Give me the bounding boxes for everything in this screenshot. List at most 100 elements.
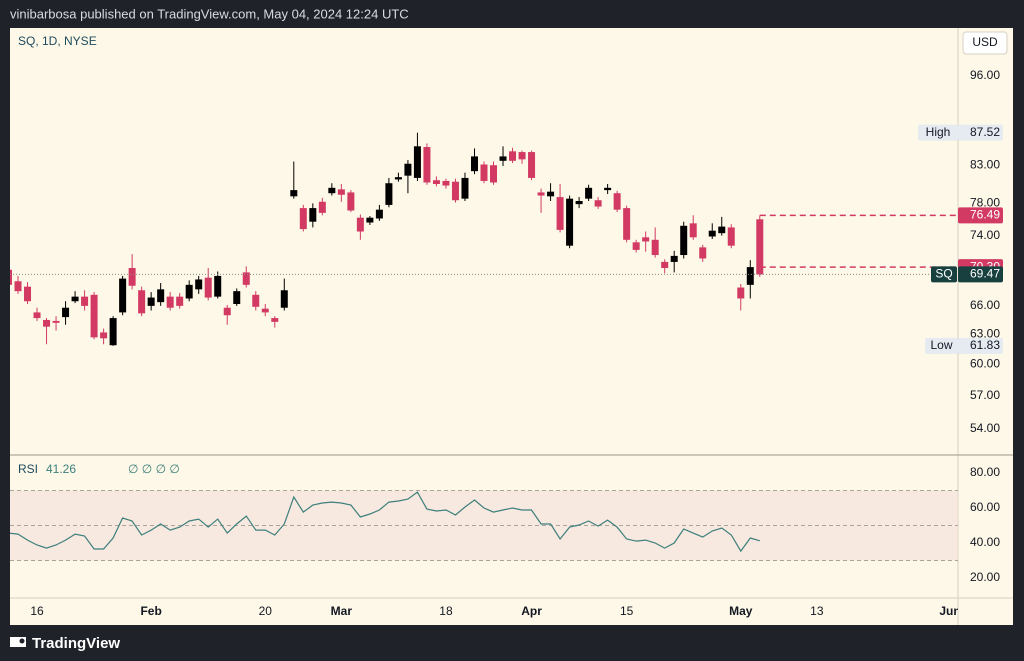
candle-body xyxy=(651,239,659,256)
candle-body xyxy=(43,319,51,327)
price-label: 87.52 xyxy=(970,125,1000,139)
candle-body xyxy=(62,307,70,318)
candle-body xyxy=(585,187,593,199)
candle-body xyxy=(480,164,488,181)
candle-body xyxy=(737,287,745,299)
candle-body xyxy=(14,281,22,292)
candle-body xyxy=(670,255,678,262)
x-tick-label: May xyxy=(729,604,753,618)
candle-body xyxy=(90,294,98,338)
price-label-box xyxy=(958,266,1003,283)
candle-body xyxy=(157,289,165,303)
y-tick-label: 20.00 xyxy=(970,570,1000,584)
price-label: 76.49 xyxy=(970,208,1000,222)
rsi-value: 41.26 xyxy=(46,462,76,476)
price-label-box xyxy=(958,337,1003,354)
candle-body xyxy=(290,190,298,197)
rsi-title: RSI xyxy=(18,462,38,476)
candle-body xyxy=(680,225,688,256)
y-tick-label: 57.00 xyxy=(970,388,1000,402)
candle-body xyxy=(528,152,536,178)
x-tick-label: 13 xyxy=(810,604,824,618)
candle-body xyxy=(366,217,374,223)
candle-body xyxy=(442,180,450,186)
candle-body xyxy=(632,242,640,250)
candle-body xyxy=(404,163,412,176)
candle-body xyxy=(147,297,155,306)
y-tick-label: 60.00 xyxy=(970,357,1000,371)
x-tick-label: Jun xyxy=(939,604,960,618)
candle-body xyxy=(100,332,108,339)
candle-body xyxy=(556,197,564,230)
price-label-name: High xyxy=(926,125,951,139)
price-label-name-box xyxy=(918,124,958,141)
candle-body xyxy=(10,269,12,285)
price-label-name: SQ xyxy=(935,267,952,281)
candle-body xyxy=(138,290,146,314)
price-label: 69.47 xyxy=(970,267,1000,281)
x-tick-label: Apr xyxy=(521,604,542,618)
currency-box[interactable] xyxy=(962,31,1008,55)
candle-body xyxy=(423,147,431,183)
candle-body xyxy=(318,201,326,213)
candle-body xyxy=(109,318,117,346)
candle-body xyxy=(756,219,764,275)
candle-body xyxy=(394,177,402,180)
candle-body xyxy=(746,267,754,285)
price-label-name-box xyxy=(925,337,958,354)
y-tick-label: 96.00 xyxy=(970,68,1000,82)
candle-body xyxy=(689,223,697,238)
candle-body xyxy=(347,192,355,211)
candle-body xyxy=(490,165,498,183)
x-tick-label: 20 xyxy=(259,604,273,618)
candle-body xyxy=(214,275,222,297)
currency[interactable]: USD xyxy=(972,35,998,49)
y-tick-label: 63.00 xyxy=(970,327,1000,341)
x-tick-label: 15 xyxy=(620,604,634,618)
candle-body xyxy=(499,156,507,161)
candle-body xyxy=(52,320,60,323)
y-tick-label: 74.00 xyxy=(970,228,1000,242)
candle-body xyxy=(280,290,288,308)
candle-body xyxy=(242,272,250,285)
rsi-indicators[interactable]: ∅ ∅ ∅ ∅ xyxy=(128,462,180,476)
candle-body xyxy=(661,261,669,269)
price-label: 61.83 xyxy=(970,338,1000,352)
candle-body xyxy=(509,151,517,161)
candle-body xyxy=(204,277,212,298)
candle-body xyxy=(642,237,650,242)
candle-body xyxy=(537,192,545,196)
y-tick-label: 80.00 xyxy=(970,465,1000,479)
candle-body xyxy=(71,296,79,302)
price-label-name: Low xyxy=(930,338,952,352)
candle-body xyxy=(461,177,469,199)
candle-body xyxy=(33,312,41,319)
price-label-name-box xyxy=(931,266,957,283)
candle-body xyxy=(623,208,631,240)
candle-body xyxy=(547,191,555,197)
candle-body xyxy=(233,291,241,305)
candle-body xyxy=(375,209,383,219)
candle-body xyxy=(166,296,174,308)
x-tick-label: Feb xyxy=(140,604,161,618)
candle-body xyxy=(299,208,307,230)
candle-body xyxy=(119,278,127,313)
candle-body xyxy=(309,208,317,222)
candle-body xyxy=(185,284,193,299)
rsi-band xyxy=(10,490,958,561)
candle-body xyxy=(518,152,526,160)
candle-body xyxy=(451,181,459,201)
candle-body xyxy=(356,217,364,232)
candle-body xyxy=(708,230,716,237)
candle-body xyxy=(575,200,583,205)
y-tick-label: 40.00 xyxy=(970,535,1000,549)
candle-body xyxy=(699,247,707,259)
candle-body xyxy=(81,296,89,306)
plot-area: 16 Feb 20 Mar 18 Apr 15 May 13 Jun xyxy=(10,132,960,618)
candle-body xyxy=(271,318,279,322)
candle-body xyxy=(613,193,621,210)
y-tick-label: 60.00 xyxy=(970,500,1000,514)
candle-body xyxy=(470,156,478,172)
